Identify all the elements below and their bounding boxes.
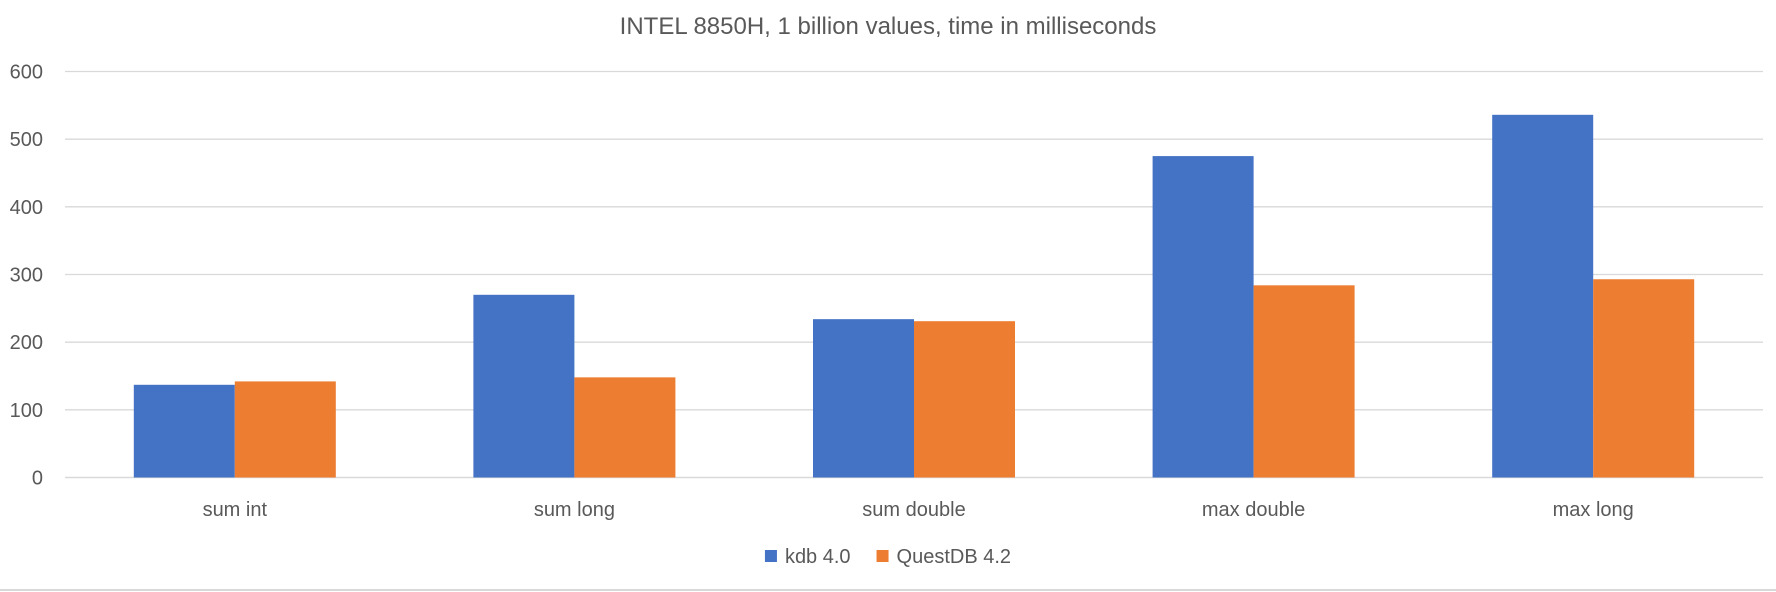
bar-questdb-4-2-max-double (1253, 285, 1355, 478)
legend: kdb 4.0 QuestDB 4.2 (764, 546, 1012, 568)
x-axis-tick-labels: sum int sum long sum double max double max l… (203, 499, 1634, 521)
legend-label: kdb 4.0 (785, 546, 851, 568)
y-tick-label: 500 (10, 129, 43, 151)
bar-questdb-4-2-sum-double (914, 321, 1015, 478)
y-tick-label: 600 (10, 62, 43, 84)
bar-kdb-4-0-sum-long (473, 294, 575, 478)
bar-questdb-4-2-max-long (1593, 279, 1695, 478)
bar-questdb-4-2-sum-int (234, 381, 336, 478)
y-axis-tick-labels: 0 100 200 300 400 500 600 (10, 62, 43, 490)
bar-kdb-4-0-sum-int (133, 384, 235, 478)
x-tick-label: sum double (862, 499, 965, 521)
y-tick-label: 300 (10, 265, 43, 287)
y-tick-label: 0 (32, 468, 43, 490)
x-tick-label: sum long (534, 499, 615, 521)
x-tick-label: sum int (203, 499, 268, 521)
y-tick-label: 200 (10, 332, 43, 354)
legend-swatch (764, 550, 777, 562)
bar-kdb-4-0-max-long (1492, 114, 1594, 478)
bars (133, 114, 1695, 478)
bar-kdb-4-0-max-double (1152, 156, 1254, 478)
y-tick-label: 400 (10, 197, 43, 219)
x-tick-label: max double (1202, 499, 1305, 521)
legend-label: QuestDB 4.2 (897, 546, 1012, 568)
legend-swatch (876, 550, 889, 562)
bar-questdb-4-2-sum-long (574, 377, 676, 478)
y-tick-label: 100 (10, 400, 43, 422)
chart-title: INTEL 8850H, 1 billion values, time in m… (620, 13, 1157, 40)
bar-kdb-4-0-sum-double (813, 319, 914, 478)
x-tick-label: max long (1553, 499, 1634, 521)
